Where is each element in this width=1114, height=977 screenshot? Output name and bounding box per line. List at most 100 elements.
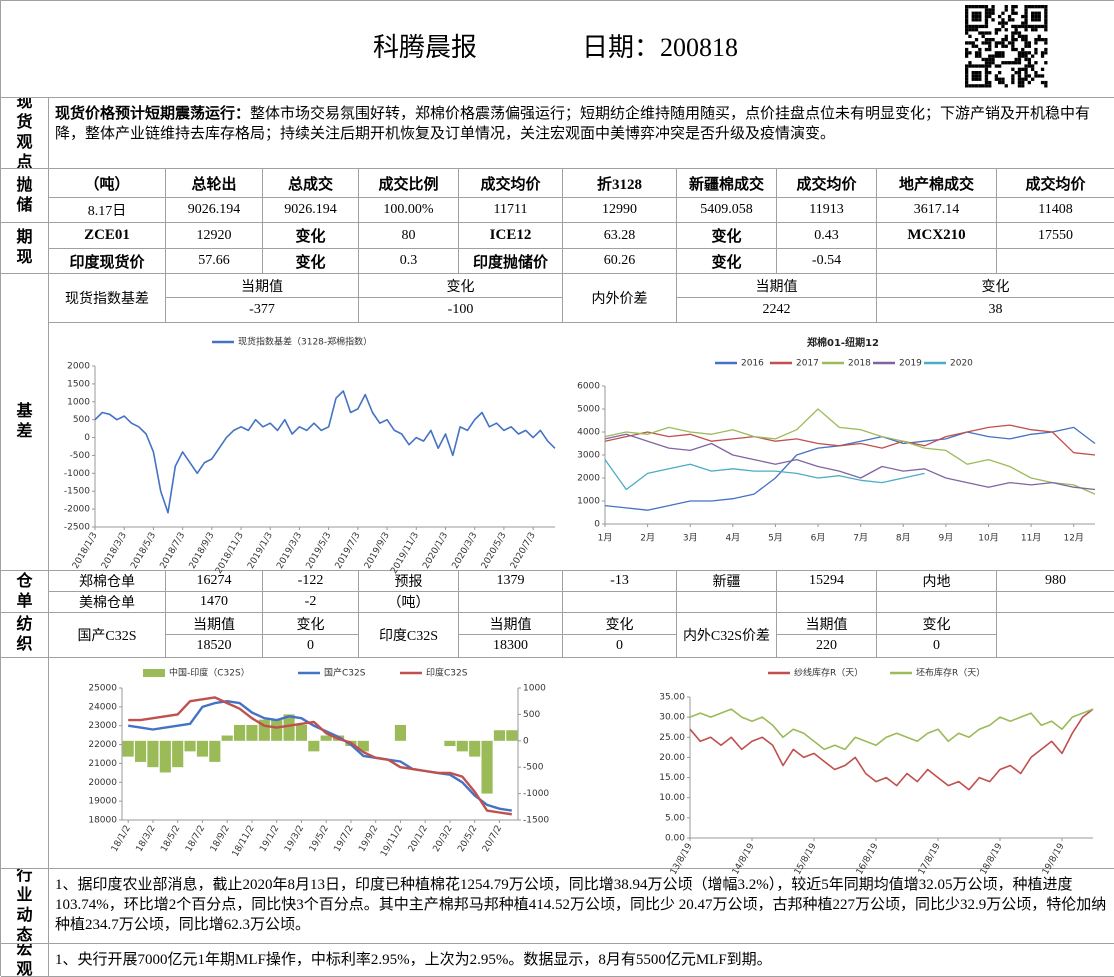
table-cell: 9026.194 <box>263 198 359 223</box>
table-cell: 变化 <box>877 613 997 635</box>
table-cell: 1470 <box>166 592 263 613</box>
section-label: 期现 <box>1 223 49 274</box>
table-cell: 980 <box>997 571 1114 592</box>
table-cell: 变化 <box>263 613 359 635</box>
table-cell: 成交均价 <box>997 169 1114 198</box>
table-cell: 15294 <box>777 571 877 592</box>
table-cell: ZCE01 <box>49 223 166 249</box>
empty-cell <box>997 613 1114 658</box>
table-cell: 0.43 <box>777 223 877 249</box>
table-cell: 220 <box>777 635 877 658</box>
table-cell: 现货指数基差 <box>49 274 166 323</box>
table-cell: 80 <box>359 223 459 249</box>
table-cell: ICE12 <box>459 223 563 249</box>
empty-cell <box>997 592 1114 613</box>
industry-text: 1、据印度农业部消息，截止2020年8月13日，印度已种植棉花1254.79万公… <box>49 869 1114 944</box>
table-cell: 新疆 <box>677 571 777 592</box>
table-cell: 0 <box>563 635 677 658</box>
table-cell: 内外价差 <box>563 274 677 323</box>
table-cell: 变化 <box>359 274 563 298</box>
spot-view-text: 现货价格预计短期震荡运行：整体市场交易氛围好转，郑棉价格震荡偏强运行；短期纺企维… <box>49 98 1114 169</box>
table-cell: 成交比例 <box>359 169 459 198</box>
table-cell: （吨） <box>49 169 166 198</box>
table-cell: 9026.194 <box>166 198 263 223</box>
empty-cell <box>1 658 49 869</box>
table-cell: 变化 <box>677 223 777 249</box>
table-cell: 总轮出 <box>166 169 263 198</box>
table-cell: 预报 <box>359 571 459 592</box>
table-cell: 当期值 <box>166 274 359 298</box>
chart-area <box>49 323 1114 571</box>
table-cell: MCX210 <box>877 223 997 249</box>
table-cell: 38 <box>877 298 1114 323</box>
table-cell: 国产C32S <box>49 613 166 658</box>
table-cell: （吨） <box>359 592 459 613</box>
table-cell: 印度C32S <box>359 613 459 658</box>
table-cell: 1379 <box>459 571 563 592</box>
table-cell: 当期值 <box>459 613 563 635</box>
table-cell: 变化 <box>563 613 677 635</box>
table-cell: 3617.14 <box>877 198 997 223</box>
table-cell: -122 <box>263 571 359 592</box>
table-cell: 总成交 <box>263 169 359 198</box>
table-cell: 12920 <box>166 223 263 249</box>
table-cell: -100 <box>359 298 563 323</box>
table-cell: 0 <box>877 635 997 658</box>
table-cell: 郑棉仓单 <box>49 571 166 592</box>
table-cell: 11711 <box>459 198 563 223</box>
table-cell: 8.17日 <box>49 198 166 223</box>
empty-cell <box>877 249 997 274</box>
section-label: 行业动态 <box>1 869 49 944</box>
table-cell: 成交均价 <box>777 169 877 198</box>
table-cell: 新疆棉成交 <box>677 169 777 198</box>
table-cell: -0.54 <box>777 249 877 274</box>
table-cell: -377 <box>166 298 359 323</box>
table-cell: 美棉仓单 <box>49 592 166 613</box>
table-cell: 63.28 <box>563 223 677 249</box>
macro-text: 1、央行开展7000亿元1年期MLF操作，中标利率2.95%，上次为2.95%。… <box>49 944 1114 977</box>
spot-view-lead: 现货价格预计短期震荡运行： <box>55 106 251 122</box>
header-cell <box>1 1 1114 98</box>
table-cell: 变化 <box>263 249 359 274</box>
chart-area <box>49 658 1114 869</box>
table-cell: -2 <box>263 592 359 613</box>
table-cell: -13 <box>563 571 677 592</box>
table-cell: 内地 <box>877 571 997 592</box>
table-cell: 11408 <box>997 198 1114 223</box>
table-cell: 12990 <box>563 198 677 223</box>
table-cell: 变化 <box>877 274 1114 298</box>
table-cell: 17550 <box>997 223 1114 249</box>
empty-cell <box>677 592 777 613</box>
empty-cell <box>997 249 1114 274</box>
table-cell: 11913 <box>777 198 877 223</box>
table-cell: 印度现货价 <box>49 249 166 274</box>
empty-cell <box>877 592 997 613</box>
table-cell: 0.3 <box>359 249 459 274</box>
table-cell: 内外C32S价差 <box>677 613 777 658</box>
empty-cell <box>563 592 677 613</box>
table-cell: 18520 <box>166 635 263 658</box>
table-cell: 变化 <box>677 249 777 274</box>
table-cell: 16274 <box>166 571 263 592</box>
table-cell: 地产棉成交 <box>877 169 997 198</box>
table-cell: 变化 <box>263 223 359 249</box>
table-cell: 57.66 <box>166 249 263 274</box>
table-cell: 当期值 <box>777 613 877 635</box>
section-label: 纺织 <box>1 613 49 658</box>
table-cell: 印度抛储价 <box>459 249 563 274</box>
section-label: 仓单 <box>1 571 49 613</box>
table-cell: 5409.058 <box>677 198 777 223</box>
table-cell: 折3128 <box>563 169 677 198</box>
section-label: 基差 <box>1 274 49 571</box>
table-cell: 60.26 <box>563 249 677 274</box>
table-cell: 当期值 <box>677 274 877 298</box>
table-cell: 0 <box>263 635 359 658</box>
table-cell: 成交均价 <box>459 169 563 198</box>
empty-cell <box>777 592 877 613</box>
table-cell: 2242 <box>677 298 877 323</box>
table-cell: 当期值 <box>166 613 263 635</box>
table-cell: 100.00% <box>359 198 459 223</box>
section-label: 宏观 <box>1 944 49 977</box>
spot-view-body: 整体市场交易氛围好转，郑棉价格震荡偏强运行；短期纺企维持随用随买，点价挂盘点位未… <box>55 106 1091 142</box>
